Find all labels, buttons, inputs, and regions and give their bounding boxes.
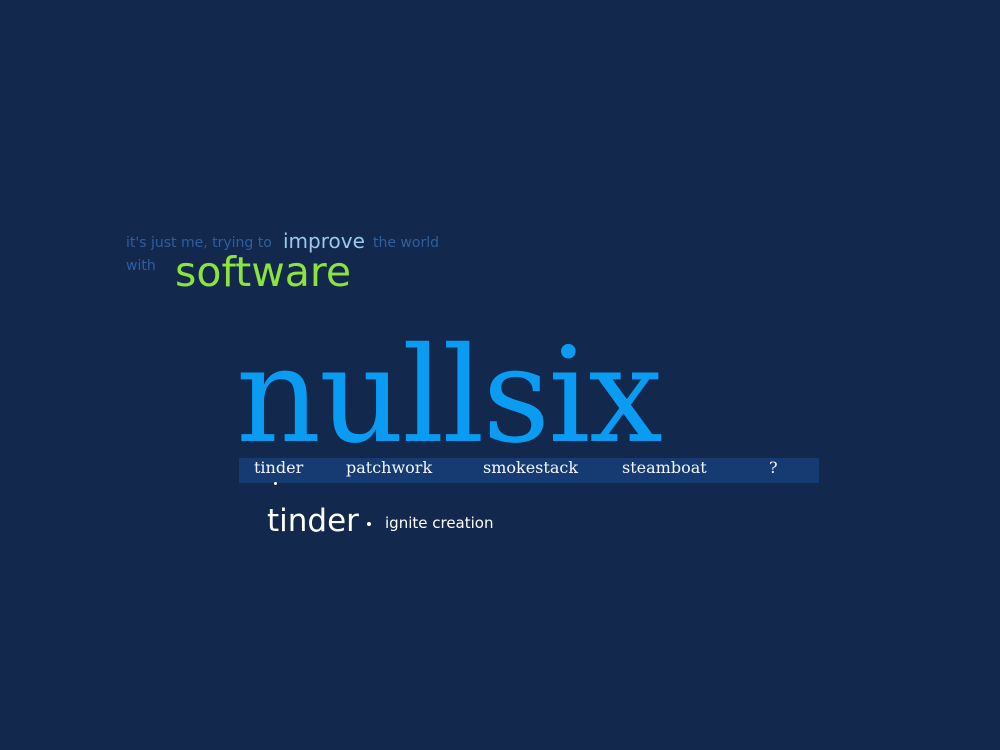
separator-dot [367,522,371,526]
tagline-part-3: with [126,258,156,274]
site-logo[interactable]: nullsix [236,319,663,473]
tagline-highlight: improve [283,229,365,253]
tagline-part-1: it's just me, trying to [126,235,272,251]
nav-item-smokestack[interactable]: smokestack [483,458,579,477]
nav-item-tinder[interactable]: tinder [254,458,304,477]
main-nav-bar: tinder patchwork smokestack steamboat ? [239,458,819,483]
project-title: tinder [267,503,359,539]
project-description: ignite creation [385,514,494,532]
nav-item-steamboat[interactable]: steamboat [622,458,707,477]
tagline-part-2: the world [373,235,439,251]
active-nav-indicator [274,482,277,485]
tagline-emphasis: software [175,248,352,296]
nav-item-patchwork[interactable]: patchwork [346,458,433,477]
nav-item-about[interactable]: ? [769,458,778,477]
